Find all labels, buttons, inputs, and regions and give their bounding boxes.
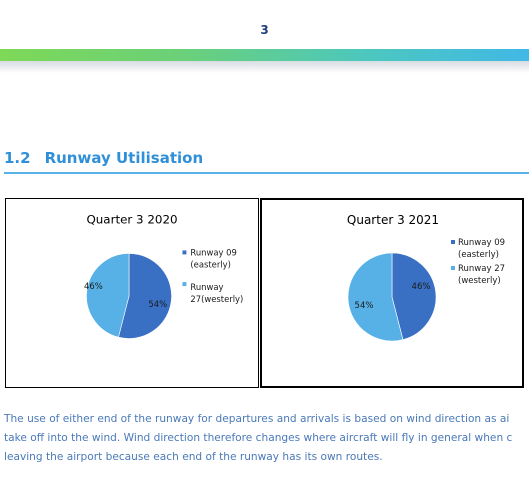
pct-label-easterly: 54% (148, 299, 167, 309)
section-heading: 1.2 Runway Utilisation (4, 149, 203, 167)
header-band-shadow (0, 61, 529, 73)
pie-chart-2021: Quarter 3 2021 46% 54% Runway 09 (easter… (347, 213, 505, 342)
legend-swatch-easterly (451, 240, 455, 244)
legend-swatch-westerly (182, 282, 187, 287)
legend-label: (westerly) (458, 276, 501, 286)
body-line: leaving the airport because each end of … (4, 451, 383, 463)
legend-label: Runway (190, 282, 223, 292)
chart-title: Quarter 3 2020 (86, 213, 177, 227)
legend-swatch-westerly (451, 266, 455, 270)
pie-slice-westerly (86, 253, 130, 338)
pct-label-westerly: 54% (355, 301, 374, 311)
legend-label: (easterly) (458, 250, 499, 260)
heading-underline (4, 172, 529, 174)
legend-label: Runway 09 (190, 247, 236, 257)
chart-2020: Quarter 3 2020 46% 54% Runway 09 (easter… (5, 198, 259, 388)
pie-slice-easterly (118, 253, 172, 339)
section-number: 1.2 (4, 149, 31, 167)
legend-label: Runway 27 (458, 264, 505, 274)
pie-slices (86, 253, 172, 339)
body-line: take off into the wind. Wind direction t… (4, 432, 513, 444)
legend-label: 27(westerly) (190, 294, 243, 304)
pie-slices (347, 252, 437, 342)
legend-label: (easterly) (190, 259, 230, 269)
pct-label-easterly: 46% (412, 282, 431, 292)
chart-legend: Runway 09 (easterly) Runway 27 (westerly… (451, 238, 505, 286)
body-line: The use of either end of the runway for … (4, 413, 510, 425)
pie-slice-easterly (391, 252, 437, 340)
pie-slice-westerly (347, 252, 404, 342)
chart-title: Quarter 3 2021 (347, 213, 439, 227)
chart-2021: Quarter 3 2021 46% 54% Runway 09 (easter… (260, 198, 524, 388)
header-gradient-band (0, 49, 529, 61)
legend-swatch-easterly (182, 250, 187, 255)
pct-label-westerly: 46% (84, 281, 103, 291)
pie-chart-2020: Quarter 3 2020 46% 54% Runway 09 (easter… (84, 213, 243, 339)
chart-legend: Runway 09 (easterly) Runway 27(westerly) (182, 247, 243, 304)
body-paragraph: The use of either end of the runway for … (4, 410, 529, 467)
page-number: 3 (260, 23, 269, 37)
section-title: Runway Utilisation (44, 149, 204, 167)
legend-label: Runway 09 (458, 238, 505, 248)
